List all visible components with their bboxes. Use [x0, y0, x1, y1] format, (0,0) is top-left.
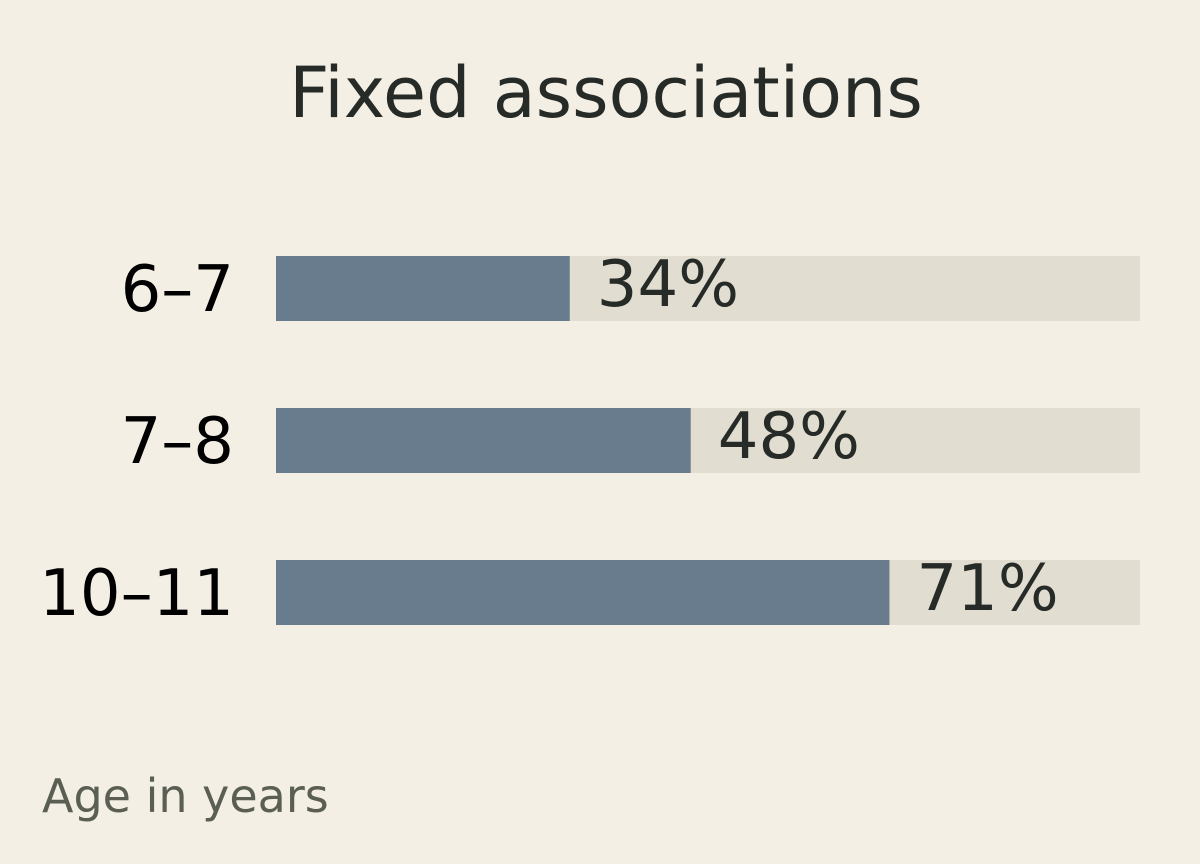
value-label: 71% — [916, 552, 1058, 626]
bar-group: 6–7 34% 7–8 48% 10–11 71% — [39, 248, 1140, 631]
chart-title: Fixed associations — [289, 52, 923, 134]
value-label: 34% — [597, 248, 739, 322]
category-label: 10–11 — [39, 557, 234, 631]
category-axis-label: Age in years — [42, 769, 329, 823]
bar — [276, 408, 691, 473]
bar-row: 6–7 34% — [121, 248, 1140, 327]
category-label: 6–7 — [121, 253, 234, 327]
category-label: 7–8 — [121, 405, 234, 479]
bar — [276, 256, 570, 321]
bar-row: 7–8 48% — [121, 400, 1140, 479]
value-label: 48% — [718, 400, 860, 474]
bar-row: 10–11 71% — [39, 552, 1140, 631]
bar — [276, 560, 890, 625]
